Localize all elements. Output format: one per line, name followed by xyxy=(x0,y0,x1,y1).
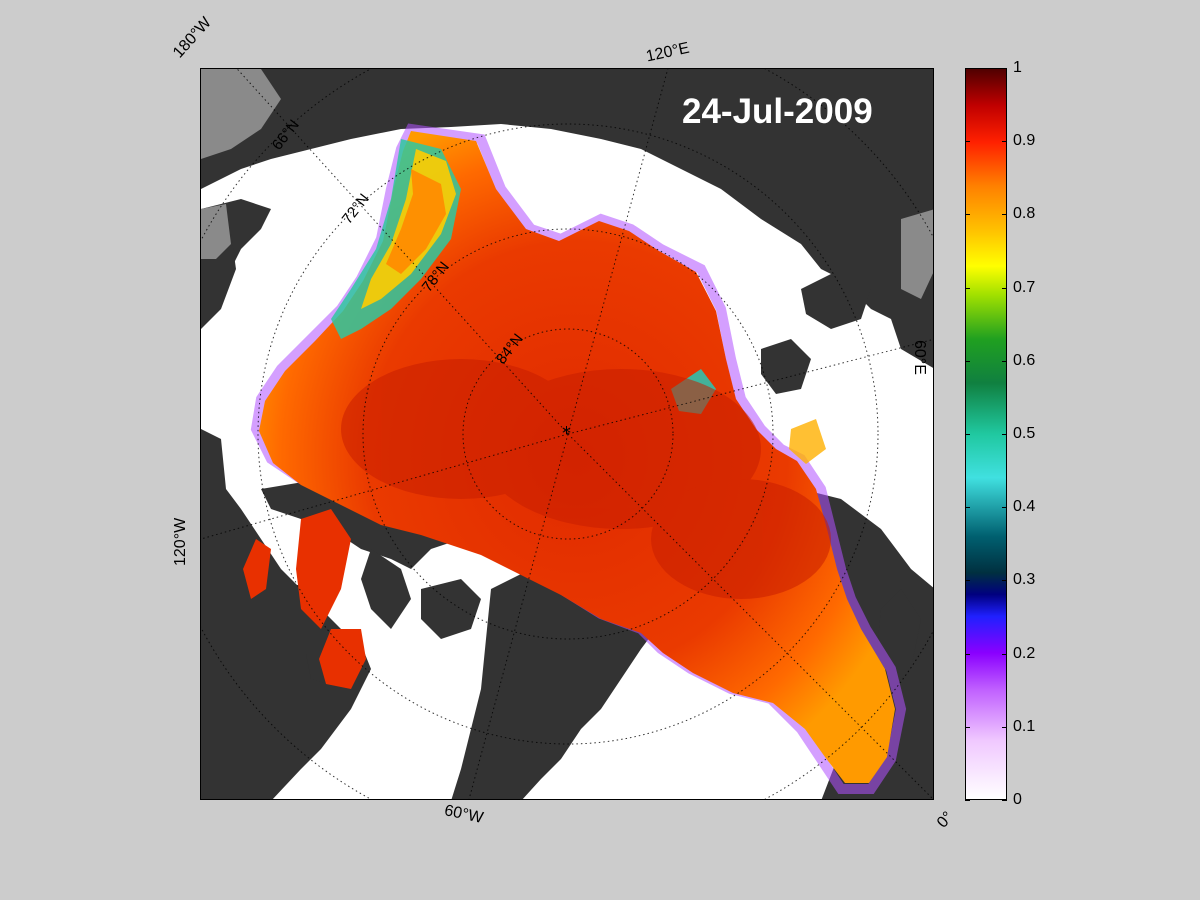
colorbar-tick-mark xyxy=(965,653,970,655)
graticule xyxy=(201,69,933,799)
colorbar-tick-mark xyxy=(1002,653,1007,655)
meridian-label-180w: 180°W xyxy=(170,14,215,62)
colorbar-tick-mark xyxy=(1002,360,1007,362)
meridian-label-60e: 60°E xyxy=(911,340,928,375)
map-canvas: 66°N 72°N 78°N 84°N * xyxy=(201,69,933,799)
colorbar-tick-label: 1 xyxy=(1013,59,1022,76)
colorbar-tick-mark xyxy=(965,434,970,435)
colorbar-tick-mark xyxy=(965,287,970,289)
colorbar-tick-label: 0.3 xyxy=(1013,571,1036,589)
colorbar-tick-mark xyxy=(965,360,970,362)
colorbar-tick-label: 0.7 xyxy=(1013,278,1036,296)
colorbar-tick-label: 0.6 xyxy=(1013,351,1036,369)
colorbar-tick-mark xyxy=(1002,507,1007,509)
colorbar-tick-label: 0.4 xyxy=(1013,498,1036,516)
colorbar-tick-mark xyxy=(965,68,970,69)
ice-core-high-concentration xyxy=(341,359,831,599)
sea-ice-map: 66°N 72°N 78°N 84°N * xyxy=(200,68,934,800)
north-pole-marker: * xyxy=(562,423,571,444)
colorbar-tick-mark xyxy=(1002,214,1007,216)
colorbar-tick-mark xyxy=(1002,580,1007,582)
colorbar-tick-mark xyxy=(965,800,970,801)
archipelago-ice xyxy=(243,509,366,689)
colorbar-tick-label: 0.2 xyxy=(1013,644,1036,662)
colorbar-tick-label: 0.8 xyxy=(1013,205,1036,223)
colorbar-tick-mark xyxy=(1002,800,1007,801)
colorbar-tick-mark xyxy=(1002,287,1007,289)
meridian-label-120e: 120°E xyxy=(644,39,691,66)
colorbar-tick-mark xyxy=(965,141,970,143)
colorbar-tick-mark xyxy=(965,214,970,216)
colorbar-tick-mark xyxy=(1002,726,1007,728)
colorbar-tick-mark xyxy=(1002,141,1007,143)
colorbar-tick-mark xyxy=(965,726,970,728)
colorbar-tick-label: 0.5 xyxy=(1013,425,1036,442)
colorbar-tick-mark xyxy=(965,580,970,582)
ice-edge-fringe xyxy=(250,123,907,794)
colorbar-tick-label: 0.1 xyxy=(1013,717,1036,735)
meridian-label-0: 0° xyxy=(934,808,957,832)
colorbar xyxy=(965,68,1007,800)
colorbar-tick-label: 0.9 xyxy=(1013,132,1036,150)
colorbar-tick-mark xyxy=(1002,434,1007,435)
shelf-areas xyxy=(201,69,933,299)
colorbar-tick-mark xyxy=(965,507,970,509)
date-title: 24-Jul-2009 xyxy=(682,92,873,131)
meridian-label-120w: 120°W xyxy=(172,517,189,566)
colorbar-tick-label: 0 xyxy=(1013,791,1022,808)
meridian-label-60w: 60°W xyxy=(442,802,485,827)
colorbar-tick-mark xyxy=(1002,68,1007,69)
